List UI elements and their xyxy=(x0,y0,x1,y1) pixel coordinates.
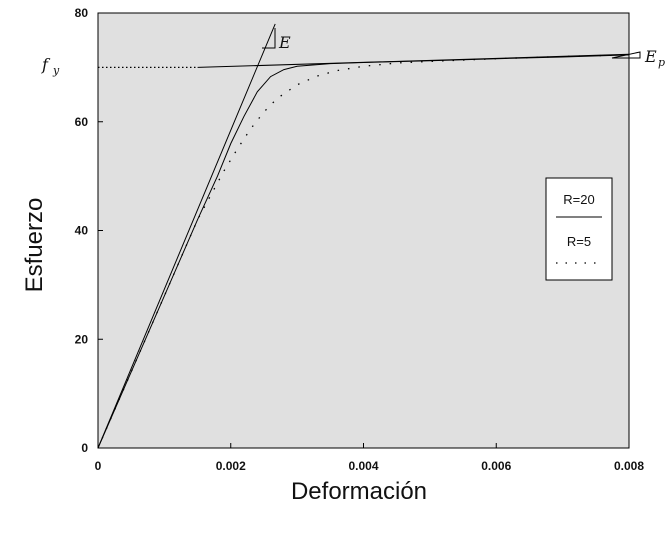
modulus-triangle xyxy=(262,28,276,49)
y-tick-label: 0 xyxy=(81,441,88,455)
modulus-label: E xyxy=(278,33,291,52)
legend-label-r20: R=20 xyxy=(563,192,594,207)
x-tick-label: 0.006 xyxy=(481,459,511,473)
x-tick-label: 0.004 xyxy=(348,459,378,473)
y-tick-label: 60 xyxy=(75,115,89,129)
legend-label-r5: R=5 xyxy=(567,234,591,249)
hardening-modulus-subscript: p xyxy=(658,56,665,69)
plot-area xyxy=(97,12,630,449)
hardening-modulus-label: E xyxy=(644,47,657,66)
series-line-hardening xyxy=(197,53,630,68)
y-axis-title: Esfuerzo xyxy=(21,198,48,293)
x-tick-label: 0.002 xyxy=(216,459,246,473)
x-tick-label: 0.008 xyxy=(614,459,644,473)
y-tick-label: 80 xyxy=(75,6,89,20)
yield-stress-label: f xyxy=(41,55,51,74)
yield-stress-subscript: y xyxy=(52,64,60,77)
x-tick-label: 0 xyxy=(95,459,102,473)
y-tick-label: 40 xyxy=(75,224,89,238)
series-layer xyxy=(97,23,630,449)
y-tick-label: 20 xyxy=(75,332,89,346)
series-line-elastic xyxy=(97,23,276,449)
hardening-modulus-marker xyxy=(611,51,641,59)
axis-ticks: 0 0.002 0.004 0.006 0.008 0 20 40 60 80 xyxy=(75,6,645,473)
x-axis-title: Deformación xyxy=(291,478,427,505)
